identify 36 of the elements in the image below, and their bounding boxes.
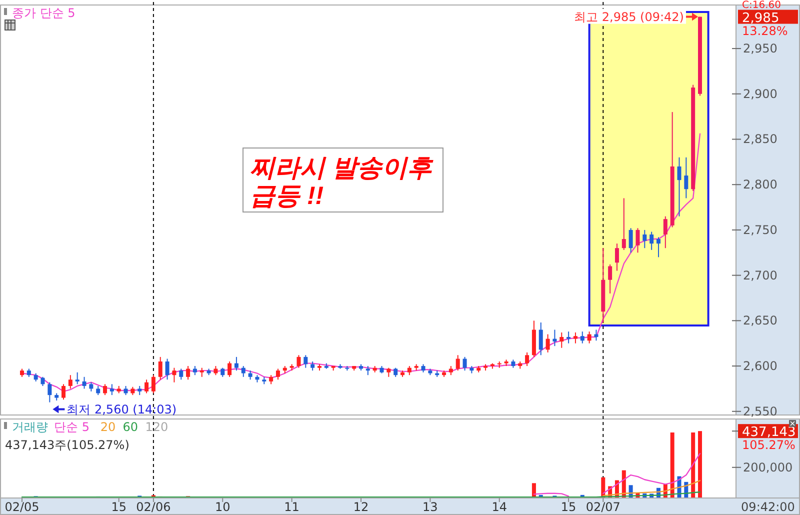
annotation: 최고 2,985 (09:42) (574, 10, 684, 24)
y-tick-label: 2,700 (743, 268, 778, 282)
text: 09:42:00 (741, 500, 795, 514)
text: 종가 단순 5 (12, 6, 76, 20)
y-tick-label: 2,550 (743, 404, 778, 418)
legend-label: 120 (145, 420, 168, 434)
y-tick-label: 2,900 (743, 86, 778, 101)
y-tick-label: 2,800 (743, 178, 778, 192)
x-tick-label: 14 (492, 500, 508, 514)
x-tick-label: 13 (422, 500, 438, 514)
x-tick-label: 10 (214, 500, 230, 514)
text: 105.27% (742, 438, 796, 452)
text: 13.28% (742, 24, 788, 38)
annotation: 찌라시 발송이후 급등 !! (250, 154, 434, 210)
y-tick-label: 2,600 (743, 359, 778, 374)
y-tick-label: 2,750 (743, 222, 778, 237)
annotation: 437,143주(105.27%) (5, 438, 130, 452)
annotation: 최저 2,560 (14:03) (66, 402, 177, 416)
y-tick-label: 437,143 (742, 425, 796, 440)
y-tick-label: 2,950 (743, 42, 778, 56)
text: 60 (122, 420, 138, 434)
x-tick-label: 02/05 (4, 500, 40, 514)
text: 단순 5 (54, 420, 90, 434)
y-tick-label: 2,650 (743, 314, 778, 328)
x-tick-label: 15 (560, 500, 576, 514)
x-tick-label: 02/07 (586, 500, 620, 514)
x-tick-label: 11 (284, 500, 300, 514)
text: 20 (100, 420, 116, 434)
x-tick-label: 12 (353, 500, 369, 514)
text: 2,985 (742, 10, 780, 26)
x-tick-label: 02/06 (136, 500, 171, 514)
chart-title: 거래량 (12, 420, 48, 434)
text: C:16.60 (742, 0, 781, 11)
y-tick-label: 2,850 (743, 132, 778, 146)
y-tick-label: 200,000 (743, 460, 793, 474)
x-tick-label: 15 (111, 500, 126, 514)
